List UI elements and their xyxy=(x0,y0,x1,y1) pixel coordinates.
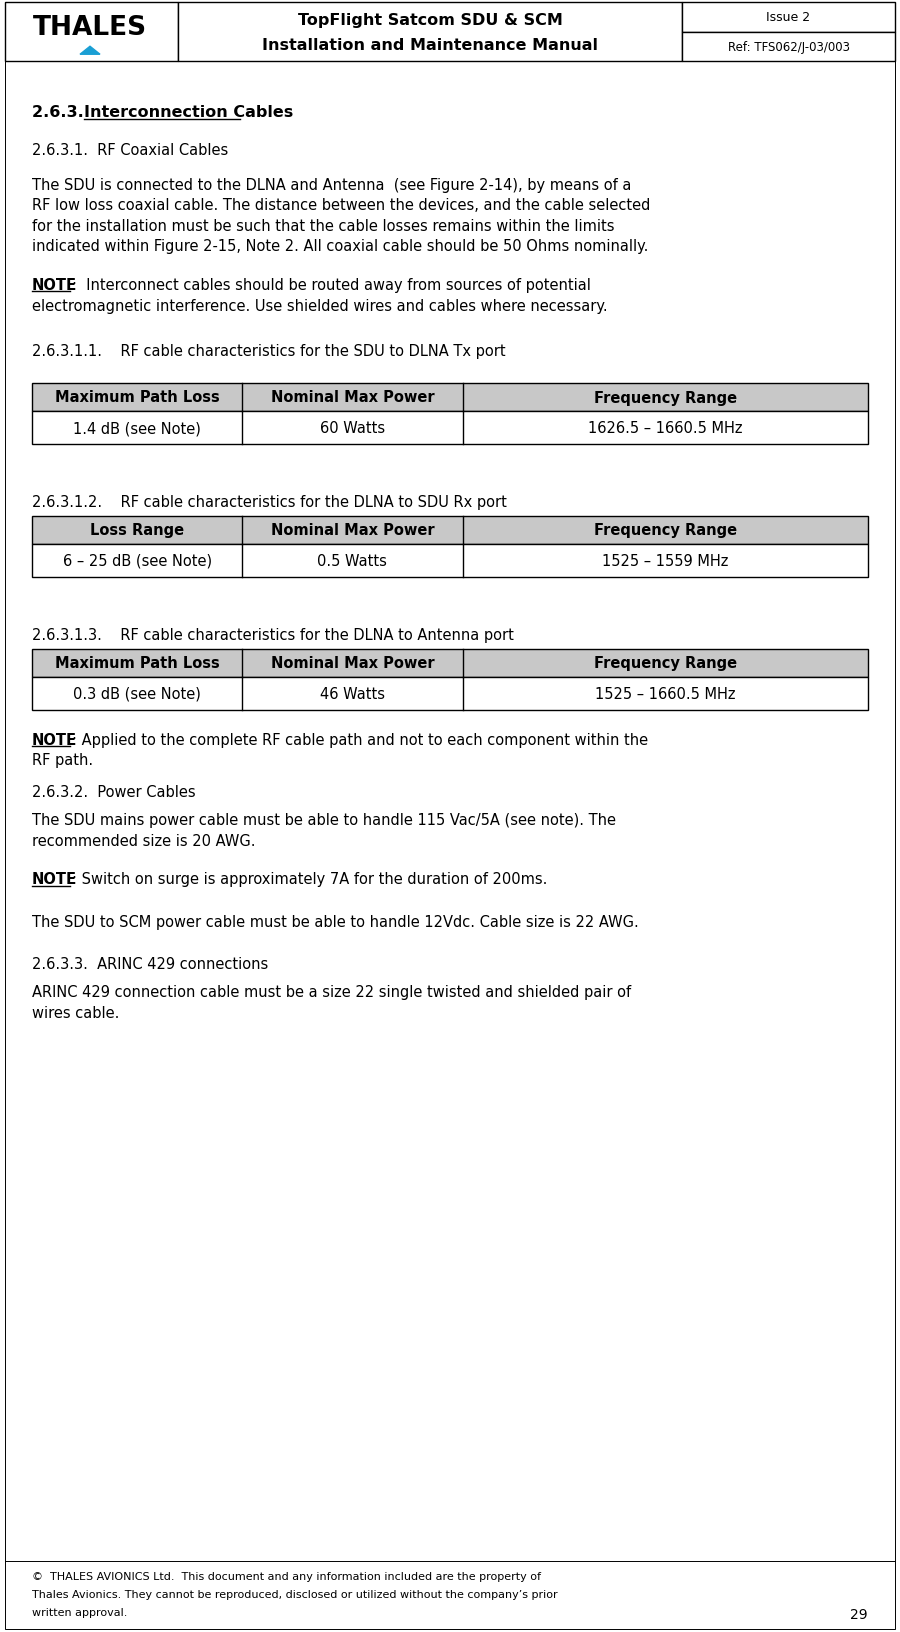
Text: Nominal Max Power: Nominal Max Power xyxy=(271,524,434,539)
Bar xyxy=(32,545,868,578)
Text: recommended size is 20 AWG.: recommended size is 20 AWG. xyxy=(32,834,256,849)
Text: written approval.: written approval. xyxy=(32,1608,128,1617)
Text: 2.6.3.1.1.    RF cable characteristics for the SDU to DLNA Tx port: 2.6.3.1.1. RF cable characteristics for … xyxy=(32,344,506,359)
Text: Frequency Range: Frequency Range xyxy=(594,524,737,539)
Text: Maximum Path Loss: Maximum Path Loss xyxy=(55,390,220,405)
Text: 2.6.3.2.  Power Cables: 2.6.3.2. Power Cables xyxy=(32,785,195,800)
Text: The SDU is connected to the DLNA and Antenna  (see Figure 2-14), by means of a: The SDU is connected to the DLNA and Ant… xyxy=(32,178,632,193)
Text: 0.3 dB (see Note): 0.3 dB (see Note) xyxy=(73,687,201,702)
Text: Ref: TFS062/J-03/003: Ref: TFS062/J-03/003 xyxy=(727,41,850,54)
Text: electromagnetic interference. Use shielded wires and cables where necessary.: electromagnetic interference. Use shield… xyxy=(32,299,608,313)
Text: 1.4 dB (see Note): 1.4 dB (see Note) xyxy=(73,421,201,436)
Text: wires cable.: wires cable. xyxy=(32,1005,120,1020)
Text: Nominal Max Power: Nominal Max Power xyxy=(271,656,434,671)
Text: Nominal Max Power: Nominal Max Power xyxy=(271,390,434,405)
Text: 2.6.3.1.2.    RF cable characteristics for the DLNA to SDU Rx port: 2.6.3.1.2. RF cable characteristics for … xyxy=(32,494,507,509)
Text: Interconnection Cables: Interconnection Cables xyxy=(84,104,293,119)
Bar xyxy=(682,3,895,33)
Text: 2.6.3.1.  RF Coaxial Cables: 2.6.3.1. RF Coaxial Cables xyxy=(32,144,229,158)
Text: : Switch on surge is approximately 7A for the duration of 200ms.: : Switch on surge is approximately 7A fo… xyxy=(72,871,547,886)
Text: 2.6.3.: 2.6.3. xyxy=(32,104,95,119)
Bar xyxy=(32,384,868,411)
Text: Installation and Maintenance Manual: Installation and Maintenance Manual xyxy=(262,38,598,52)
Text: for the installation must be such that the cable losses remains within the limit: for the installation must be such that t… xyxy=(32,219,615,233)
Text: 1525 – 1559 MHz: 1525 – 1559 MHz xyxy=(602,553,728,568)
Bar xyxy=(32,677,868,710)
Text: TopFlight Satcom SDU & SCM: TopFlight Satcom SDU & SCM xyxy=(298,13,562,28)
Text: : Applied to the complete RF cable path and not to each component within the: : Applied to the complete RF cable path … xyxy=(72,733,648,747)
Text: 1626.5 – 1660.5 MHz: 1626.5 – 1660.5 MHz xyxy=(588,421,742,436)
Text: 0.5 Watts: 0.5 Watts xyxy=(318,553,387,568)
Text: The SDU to SCM power cable must be able to handle 12Vdc. Cable size is 22 AWG.: The SDU to SCM power cable must be able … xyxy=(32,914,639,930)
Text: Frequency Range: Frequency Range xyxy=(594,390,737,405)
Text: ©  THALES AVIONICS Ltd.  This document and any information included are the prop: © THALES AVIONICS Ltd. This document and… xyxy=(32,1572,541,1581)
Text: ARINC 429 connection cable must be a size 22 single twisted and shielded pair of: ARINC 429 connection cable must be a siz… xyxy=(32,984,631,1000)
Bar xyxy=(32,411,868,446)
Text: Loss Range: Loss Range xyxy=(90,524,184,539)
Bar xyxy=(682,33,895,62)
Text: 60 Watts: 60 Watts xyxy=(320,421,385,436)
Text: 1525 – 1660.5 MHz: 1525 – 1660.5 MHz xyxy=(595,687,735,702)
Bar xyxy=(32,650,868,677)
Text: 2.6.3.1.3.    RF cable characteristics for the DLNA to Antenna port: 2.6.3.1.3. RF cable characteristics for … xyxy=(32,628,514,643)
Text: 29: 29 xyxy=(850,1608,868,1621)
Text: indicated within Figure 2-15, Note 2. All coaxial cable should be 50 Ohms nomina: indicated within Figure 2-15, Note 2. Al… xyxy=(32,240,648,255)
Text: NOTE: NOTE xyxy=(32,733,77,747)
Text: Issue 2: Issue 2 xyxy=(767,11,811,24)
Text: Frequency Range: Frequency Range xyxy=(594,656,737,671)
Text: 46 Watts: 46 Watts xyxy=(320,687,385,702)
Text: THALES: THALES xyxy=(33,15,147,41)
Text: 2.6.3.3.  ARINC 429 connections: 2.6.3.3. ARINC 429 connections xyxy=(32,956,268,973)
Text: 6 – 25 dB (see Note): 6 – 25 dB (see Note) xyxy=(63,553,211,568)
Text: Maximum Path Loss: Maximum Path Loss xyxy=(55,656,220,671)
Text: NOTE: NOTE xyxy=(32,277,77,292)
Text: Thales Avionics. They cannot be reproduced, disclosed or utilized without the co: Thales Avionics. They cannot be reproduc… xyxy=(32,1590,558,1599)
Bar xyxy=(32,517,868,545)
Text: The SDU mains power cable must be able to handle 115 Vac/5A (see note). The: The SDU mains power cable must be able t… xyxy=(32,813,616,827)
Bar xyxy=(178,3,682,62)
Text: NOTE: NOTE xyxy=(32,871,77,886)
Polygon shape xyxy=(80,47,100,55)
Text: RF low loss coaxial cable. The distance between the devices, and the cable selec: RF low loss coaxial cable. The distance … xyxy=(32,199,651,214)
Bar xyxy=(5,3,178,62)
Text: :  Interconnect cables should be routed away from sources of potential: : Interconnect cables should be routed a… xyxy=(72,277,591,292)
Text: RF path.: RF path. xyxy=(32,752,93,769)
